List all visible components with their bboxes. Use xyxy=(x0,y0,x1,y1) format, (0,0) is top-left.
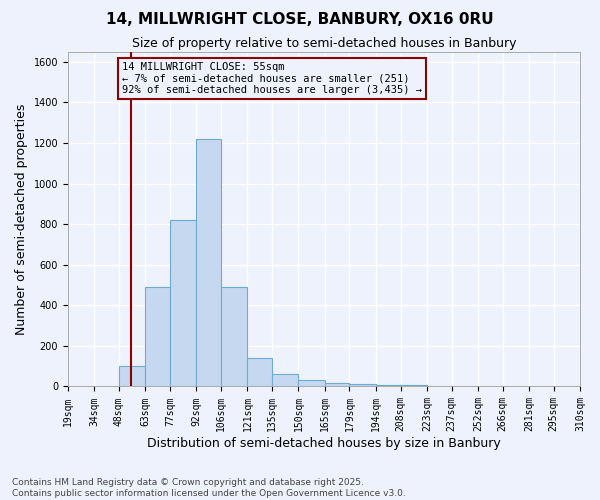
Text: 14, MILLWRIGHT CLOSE, BANBURY, OX16 0RU: 14, MILLWRIGHT CLOSE, BANBURY, OX16 0RU xyxy=(106,12,494,28)
Y-axis label: Number of semi-detached properties: Number of semi-detached properties xyxy=(15,104,28,335)
Bar xyxy=(145,287,170,386)
Text: Contains HM Land Registry data © Crown copyright and database right 2025.
Contai: Contains HM Land Registry data © Crown c… xyxy=(12,478,406,498)
Bar xyxy=(221,287,247,386)
Bar xyxy=(196,139,221,386)
Text: 14 MILLWRIGHT CLOSE: 55sqm
← 7% of semi-detached houses are smaller (251)
92% of: 14 MILLWRIGHT CLOSE: 55sqm ← 7% of semi-… xyxy=(122,62,422,95)
Bar xyxy=(298,380,325,386)
X-axis label: Distribution of semi-detached houses by size in Banbury: Distribution of semi-detached houses by … xyxy=(147,437,501,450)
Bar xyxy=(170,220,196,386)
Bar xyxy=(325,384,349,386)
Title: Size of property relative to semi-detached houses in Banbury: Size of property relative to semi-detach… xyxy=(132,38,516,51)
Bar xyxy=(272,374,298,386)
Bar xyxy=(119,366,145,386)
Bar xyxy=(247,358,272,386)
Bar xyxy=(349,384,376,386)
